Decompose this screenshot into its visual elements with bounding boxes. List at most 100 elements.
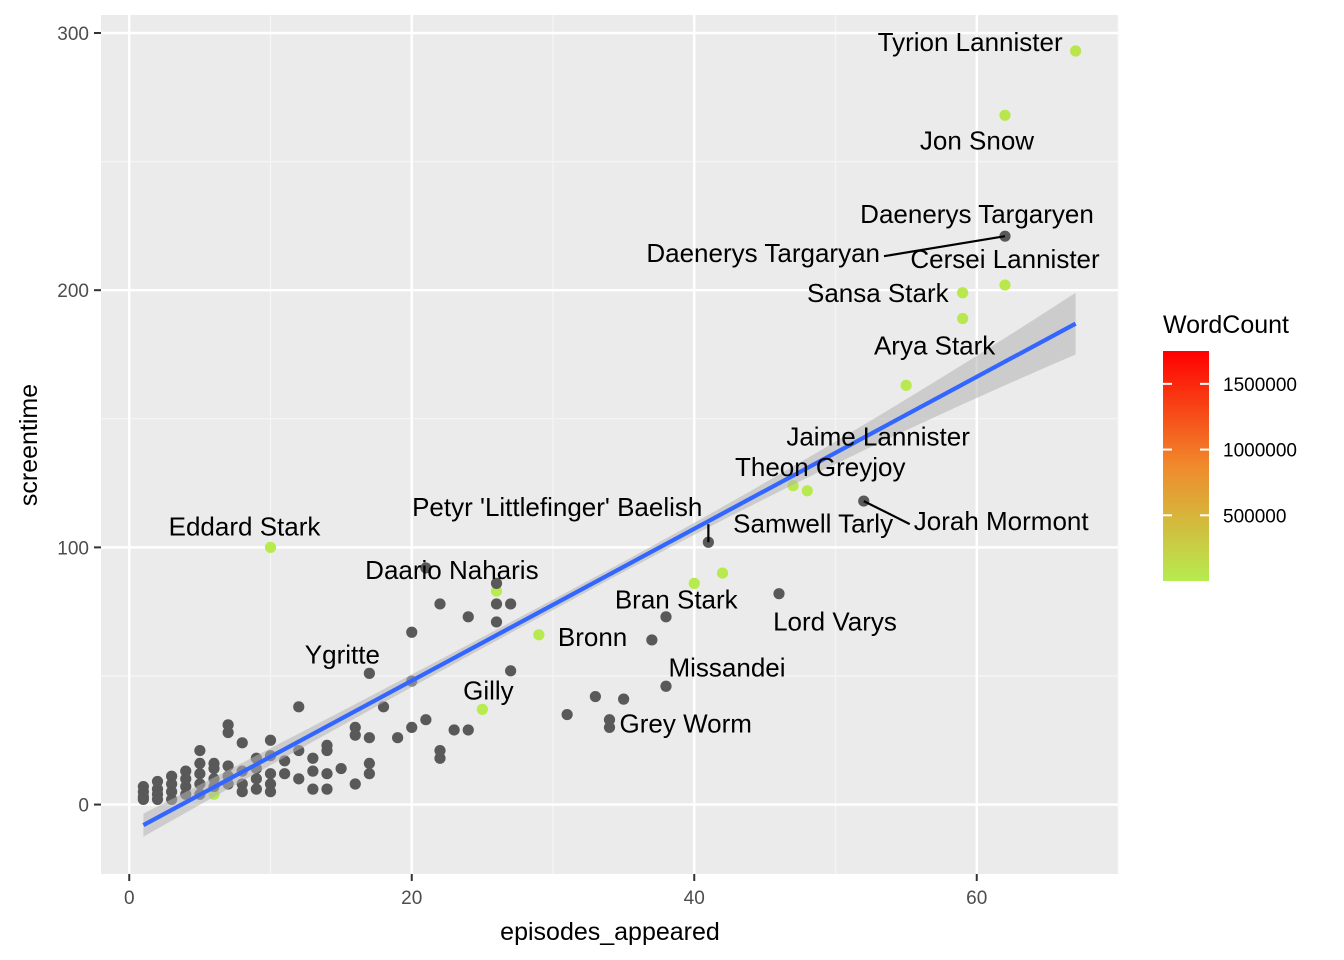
point-label: Gilly <box>463 675 514 705</box>
point-label: Daenerys Targaryan <box>646 238 880 268</box>
y-tick-label: 100 <box>57 538 89 559</box>
data-point <box>603 714 616 726</box>
data-point <box>151 793 164 806</box>
data-point <box>660 611 672 623</box>
data-point <box>420 562 432 574</box>
data-point <box>321 744 333 757</box>
point-label: Jon Snow <box>920 125 1034 155</box>
legend-tick-label: 1000000 <box>1223 441 1297 462</box>
data-point <box>236 786 248 798</box>
data-point <box>589 690 601 703</box>
point-label: Missandei <box>668 652 785 682</box>
data-point <box>618 693 630 705</box>
data-point <box>406 721 418 734</box>
legend-colorbar <box>1163 351 1209 581</box>
data-point <box>505 598 517 610</box>
legend-tick-label: 500000 <box>1223 506 1286 527</box>
x-tick-label: 60 <box>966 888 987 909</box>
y-tick-label: 200 <box>57 281 89 302</box>
data-point <box>688 577 700 589</box>
data-point <box>166 770 178 782</box>
data-point <box>363 732 375 744</box>
point-label: Tyrion Lannister <box>878 27 1063 57</box>
point-label: Sansa Stark <box>807 278 950 308</box>
data-point <box>293 773 305 785</box>
data-point <box>406 626 418 638</box>
data-point <box>462 724 474 736</box>
data-point <box>180 773 192 785</box>
data-point <box>264 768 277 780</box>
data-point <box>476 703 488 716</box>
data-point <box>194 768 206 780</box>
data-point <box>957 287 969 299</box>
data-point <box>222 719 234 731</box>
data-point <box>180 765 192 777</box>
point-label: Theon Greyjoy <box>735 452 906 482</box>
data-point <box>716 567 729 579</box>
data-point <box>505 665 517 677</box>
data-point <box>250 783 262 795</box>
point-label: Lord Varys <box>773 607 897 637</box>
legend-title: WordCount <box>1163 311 1289 339</box>
data-point <box>279 768 291 780</box>
data-point <box>434 598 446 610</box>
data-point <box>448 724 460 736</box>
data-point <box>999 109 1011 121</box>
x-tick-label: 40 <box>684 888 705 909</box>
data-point <box>137 793 149 806</box>
data-point <box>321 783 333 795</box>
data-point <box>264 734 277 746</box>
point-label: Bronn <box>558 622 627 652</box>
data-point <box>166 778 178 790</box>
data-point <box>490 598 503 610</box>
label-connector <box>883 235 1006 258</box>
y-axis-title: screentime <box>15 384 43 506</box>
point-label: Cersei Lannister <box>910 244 1100 274</box>
data-point <box>392 732 404 744</box>
plot-panel: Tyrion Lannister Jon Snow Daenerys Targary… <box>101 15 1119 874</box>
regression-line <box>142 321 1077 827</box>
data-point <box>264 541 277 553</box>
point-label: Jorah Mormont <box>914 506 1090 536</box>
data-point <box>660 680 672 692</box>
x-tick-label: 20 <box>401 888 422 909</box>
data-point <box>702 536 714 548</box>
data-point <box>321 768 333 780</box>
data-point <box>349 778 361 790</box>
data-point <box>208 762 220 775</box>
data-point <box>349 729 361 741</box>
data-point <box>490 577 503 589</box>
data-point <box>462 611 474 623</box>
data-point <box>236 737 248 749</box>
y-tick-label: 0 <box>78 796 89 817</box>
data-point <box>180 780 192 793</box>
data-point <box>561 708 573 721</box>
data-point <box>646 634 658 646</box>
x-axis-title: episodes_appeared <box>500 918 720 946</box>
point-label: Samwell Tarly <box>733 509 893 539</box>
legend: WordCount 500000 1000000 1500000 <box>1163 311 1297 581</box>
data-point <box>490 616 503 628</box>
data-point <box>773 588 785 600</box>
x-axis: 0 20 40 60 <box>124 874 987 909</box>
point-label: Eddard Stark <box>169 511 322 541</box>
data-point <box>1070 45 1082 57</box>
x-tick-label: 0 <box>124 888 135 909</box>
data-point <box>801 485 813 497</box>
data-point <box>194 744 206 757</box>
data-point <box>363 768 375 780</box>
y-axis: 0 100 200 300 <box>57 24 101 817</box>
label-connector <box>863 500 911 526</box>
legend-ticks: 500000 1000000 1500000 <box>1163 375 1297 527</box>
data-point <box>603 721 616 734</box>
data-point <box>335 762 347 775</box>
data-point <box>999 279 1011 291</box>
data-point <box>420 714 432 726</box>
data-point <box>307 765 319 777</box>
point-label: Grey Worm <box>620 708 752 738</box>
data-point <box>490 585 503 597</box>
data-point <box>264 778 277 790</box>
data-point <box>307 783 319 795</box>
data-point <box>250 773 262 785</box>
